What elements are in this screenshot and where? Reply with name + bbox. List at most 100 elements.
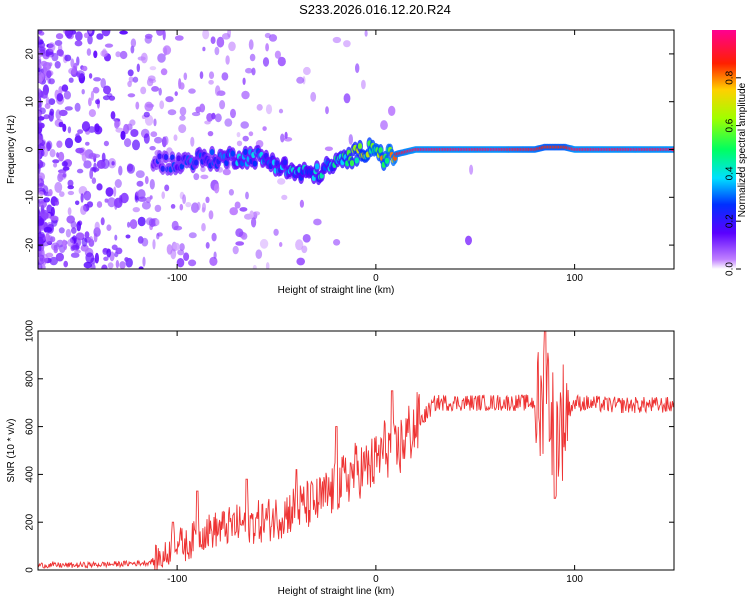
noise-blob bbox=[38, 46, 46, 52]
noise-blob bbox=[173, 134, 178, 141]
noise-blob bbox=[137, 189, 146, 200]
noise-blob bbox=[65, 228, 71, 238]
noise-blob bbox=[88, 97, 92, 107]
noise-blob bbox=[76, 221, 81, 232]
noise-blob bbox=[216, 36, 225, 48]
noise-blob bbox=[221, 33, 231, 40]
noise-blob bbox=[364, 30, 368, 37]
noise-blob bbox=[208, 79, 214, 85]
noise-blob bbox=[41, 149, 45, 157]
noise-blob bbox=[251, 67, 256, 76]
y-tick-label: -10 bbox=[25, 190, 36, 205]
noise-blob bbox=[70, 58, 75, 68]
y-tick-label: 0 bbox=[25, 146, 36, 152]
noise-blob bbox=[56, 152, 60, 158]
noise-blob bbox=[130, 45, 135, 54]
noise-blob bbox=[380, 120, 388, 131]
noise-blob bbox=[232, 245, 239, 255]
noise-blob bbox=[76, 56, 80, 66]
noise-blob bbox=[77, 129, 84, 135]
noise-blob bbox=[54, 61, 61, 69]
noise-blob bbox=[74, 102, 81, 112]
noise-blob bbox=[67, 185, 74, 190]
noise-blob bbox=[119, 50, 128, 60]
noise-blob bbox=[265, 43, 269, 52]
y-tick-label: 600 bbox=[25, 418, 36, 435]
noise-blob bbox=[188, 88, 196, 94]
ridge-core bbox=[194, 159, 199, 166]
noise-blob bbox=[313, 218, 322, 226]
ridge-core bbox=[283, 159, 288, 166]
noise-blob bbox=[65, 30, 73, 39]
y-tick-label: -20 bbox=[25, 237, 36, 252]
snr-series bbox=[38, 331, 674, 570]
noise-blob bbox=[262, 126, 267, 131]
noise-blob bbox=[81, 152, 87, 162]
noise-blob bbox=[361, 79, 366, 90]
noise-blob bbox=[279, 242, 283, 247]
noise-blob bbox=[210, 36, 216, 44]
colorbar-tick-label: 0.8 bbox=[725, 70, 736, 84]
noise-blob bbox=[160, 68, 168, 76]
noise-blob bbox=[106, 248, 111, 258]
noise-blob bbox=[156, 30, 164, 36]
noise-blob bbox=[64, 106, 73, 111]
noise-blob bbox=[38, 191, 44, 197]
noise-blob bbox=[75, 31, 83, 42]
x-tick-label: 100 bbox=[566, 273, 583, 284]
noise-blob bbox=[211, 112, 216, 120]
noise-blob bbox=[96, 159, 106, 169]
noise-blob bbox=[343, 40, 351, 48]
noise-blob bbox=[104, 43, 114, 48]
noise-blob bbox=[76, 168, 84, 174]
noise-blob bbox=[94, 123, 100, 133]
ridge-core bbox=[349, 160, 355, 167]
noise-blob bbox=[296, 76, 305, 84]
noise-blob bbox=[179, 106, 187, 116]
noise-blob bbox=[54, 181, 63, 193]
noise-blob bbox=[228, 189, 234, 196]
noise-blob bbox=[174, 91, 178, 97]
x-axis-label: Height of straight line (km) bbox=[278, 586, 395, 597]
noise-blob bbox=[63, 260, 68, 268]
noise-blob bbox=[234, 201, 241, 209]
noise-blob bbox=[214, 113, 222, 123]
noise-blob bbox=[43, 114, 50, 120]
noise-blob bbox=[135, 190, 140, 197]
noise-blob bbox=[46, 70, 52, 79]
ridge-core bbox=[230, 150, 235, 157]
colorbar-tick-label: 0.2 bbox=[725, 214, 736, 228]
noise-blob bbox=[67, 126, 72, 134]
noise-blob bbox=[107, 197, 116, 208]
noise-blob bbox=[324, 146, 333, 152]
noise-blob bbox=[219, 100, 226, 110]
noise-blob bbox=[49, 108, 55, 116]
noise-blob bbox=[55, 252, 64, 262]
noise-blob bbox=[80, 244, 89, 252]
ridge-core bbox=[176, 155, 181, 162]
noise-blob bbox=[64, 137, 74, 149]
noise-blob bbox=[91, 153, 101, 158]
y-tick-label: 800 bbox=[25, 370, 36, 387]
noise-blob bbox=[55, 109, 62, 120]
noise-blob bbox=[56, 49, 64, 57]
noise-blob bbox=[145, 217, 154, 226]
noise-blob bbox=[74, 40, 83, 47]
noise-blob bbox=[58, 227, 65, 234]
noise-blob bbox=[38, 61, 41, 68]
noise-blob bbox=[188, 259, 197, 267]
noise-blob bbox=[67, 179, 74, 187]
noise-blob bbox=[50, 206, 55, 217]
noise-blob bbox=[130, 129, 139, 137]
noise-blob bbox=[208, 210, 214, 220]
noise-blob bbox=[163, 136, 169, 146]
noise-blob bbox=[136, 63, 140, 73]
snr-frame bbox=[37, 330, 675, 571]
noise-blob bbox=[94, 221, 100, 231]
noise-blob bbox=[213, 183, 220, 194]
noise-blob bbox=[162, 30, 166, 41]
ridge-core bbox=[243, 148, 248, 155]
noise-blob bbox=[230, 108, 236, 119]
noise-blob bbox=[75, 133, 80, 139]
